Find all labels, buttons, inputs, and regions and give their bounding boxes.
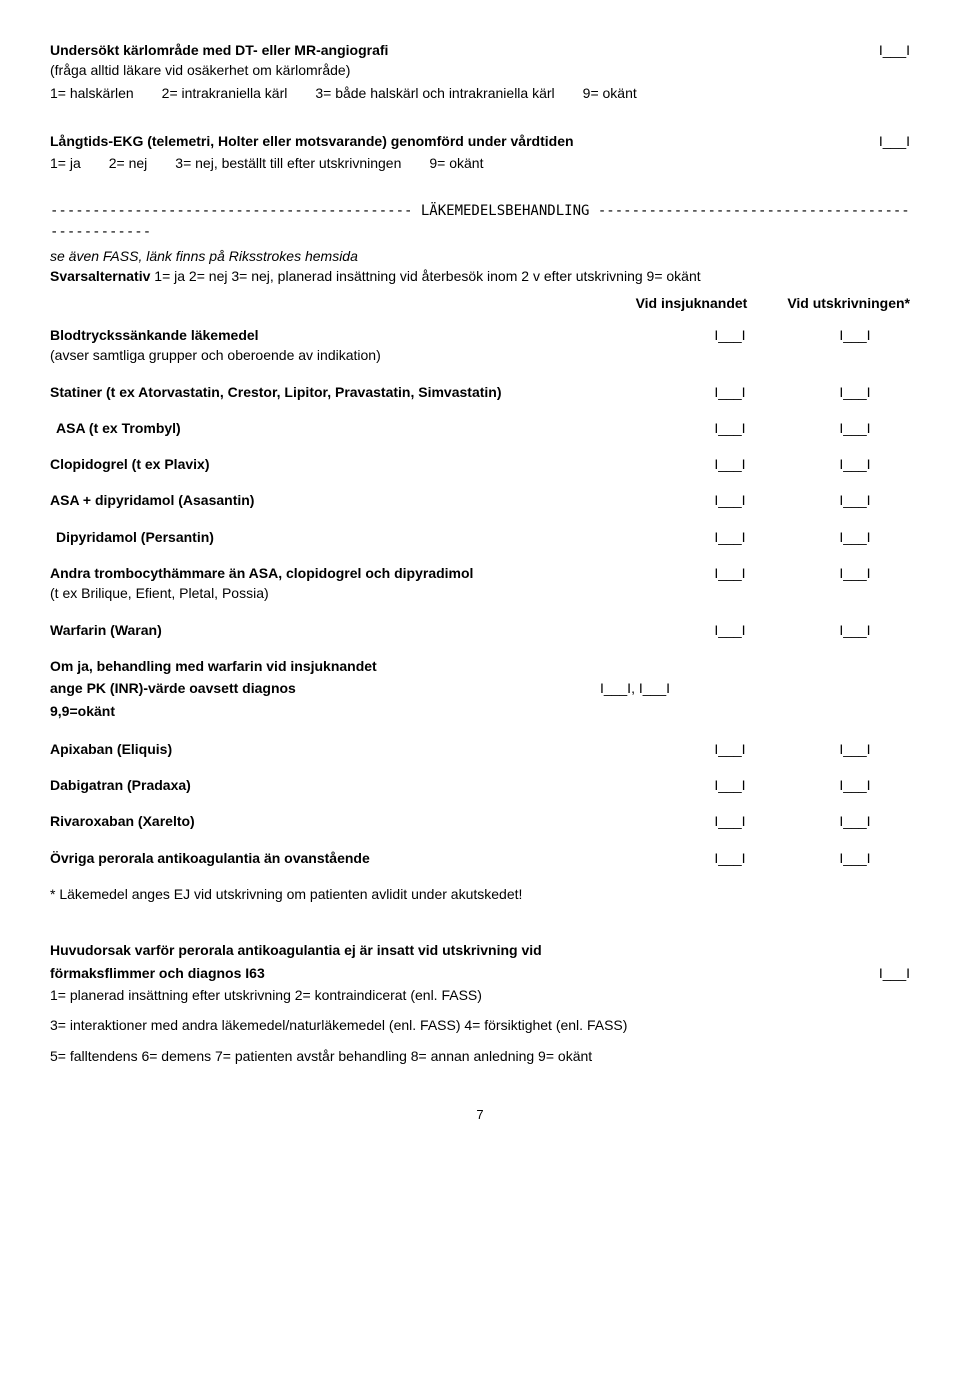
huvudorsak-line2: förmaksflimmer och diagnos I63	[50, 963, 265, 983]
medication-row: Dipyridamol (Persantin)I___II___I	[50, 527, 910, 547]
medication-label: Blodtryckssänkande läkemedel(avser samtl…	[50, 325, 660, 366]
medication-row: Statiner (t ex Atorvastatin, Crestor, Li…	[50, 382, 910, 402]
q2-title: Långtids-EKG (telemetri, Holter eller mo…	[50, 133, 574, 149]
medication-name: ASA (t ex Trombyl)	[56, 418, 660, 438]
medication-row: Blodtryckssänkande läkemedel(avser samtl…	[50, 325, 910, 366]
medication-value-insjuknandet[interactable]: I___I	[660, 527, 800, 547]
medication-sub: (avser samtliga grupper och oberoende av…	[50, 345, 660, 365]
medication-name: Apixaban (Eliquis)	[50, 739, 660, 759]
medication-name: Statiner (t ex Atorvastatin, Crestor, Li…	[50, 382, 660, 402]
pk-line2: ange PK (INR)-värde oavsett diagnos	[50, 678, 296, 698]
huvudorsak-opt1: 1= planerad insättning efter utskrivning…	[50, 985, 910, 1005]
medication-value-utskrivningen[interactable]: I___I	[800, 811, 910, 831]
question-ekg: Långtids-EKG (telemetri, Holter eller mo…	[50, 131, 910, 174]
pk-blank[interactable]: I___I, I___I	[600, 678, 910, 698]
medications-list: Blodtryckssänkande läkemedel(avser samtl…	[50, 325, 910, 640]
medication-name: Clopidogrel (t ex Plavix)	[50, 454, 660, 474]
medication-value-utskrivningen[interactable]: I___I	[800, 490, 910, 510]
huvudorsak-opt3: 5= falltendens 6= demens 7= patienten av…	[50, 1046, 910, 1066]
medication-value-utskrivningen[interactable]: I___I	[800, 454, 910, 474]
medication-label: Rivaroxaban (Xarelto)	[50, 811, 660, 831]
pk-block: Om ja, behandling med warfarin vid insju…	[50, 656, 910, 721]
medication-value-utskrivningen[interactable]: I___I	[800, 848, 910, 868]
huvudorsak-opt2: 3= interaktioner med andra läkemedel/nat…	[50, 1015, 910, 1035]
medication-row: ASA + dipyridamol (Asasantin)I___II___I	[50, 490, 910, 510]
medication-row: Apixaban (Eliquis)I___II___I	[50, 739, 910, 759]
star-note: * Läkemedel anges EJ vid utskrivning om …	[50, 884, 910, 904]
medication-value-insjuknandet[interactable]: I___I	[660, 620, 800, 640]
medication-name: Dabigatran (Pradaxa)	[50, 775, 660, 795]
medication-value-utskrivningen[interactable]: I___I	[800, 563, 910, 604]
q1-title: Undersökt kärlområde med DT- eller MR-an…	[50, 40, 388, 60]
medication-value-insjuknandet[interactable]: I___I	[660, 811, 800, 831]
q2-blank[interactable]: I___I	[879, 131, 910, 151]
medication-value-insjuknandet[interactable]: I___I	[660, 325, 800, 366]
pk-line1: Om ja, behandling med warfarin vid insju…	[50, 656, 910, 676]
medication-row: Clopidogrel (t ex Plavix)I___II___I	[50, 454, 910, 474]
medication-name: Rivaroxaban (Xarelto)	[50, 811, 660, 831]
q1-options: 1= halskärlen 2= intrakraniella kärl 3= …	[50, 83, 910, 103]
medication-name: Dipyridamol (Persantin)	[56, 527, 660, 547]
medication-label: Warfarin (Waran)	[50, 620, 660, 640]
medication-value-insjuknandet[interactable]: I___I	[660, 775, 800, 795]
medication-value-utskrivningen[interactable]: I___I	[800, 775, 910, 795]
medication-label: ASA + dipyridamol (Asasantin)	[50, 490, 660, 510]
medication-name: Andra trombocythämmare än ASA, clopidogr…	[50, 563, 660, 583]
medication-sub: (t ex Brilique, Efient, Pletal, Possia)	[50, 583, 660, 603]
q2-options: 1= ja 2= nej 3= nej, beställt till efter…	[50, 153, 910, 173]
medication-label: Clopidogrel (t ex Plavix)	[50, 454, 660, 474]
medication-name: Warfarin (Waran)	[50, 620, 660, 640]
medication-row: Andra trombocythämmare än ASA, clopidogr…	[50, 563, 910, 604]
question-karlomrade: Undersökt kärlområde med DT- eller MR-an…	[50, 40, 910, 103]
section-divider: ----------------------------------------…	[50, 201, 910, 242]
medication-row: Warfarin (Waran)I___II___I	[50, 620, 910, 640]
medication-value-insjuknandet[interactable]: I___I	[660, 490, 800, 510]
medications-list-2: Apixaban (Eliquis)I___II___IDabigatran (…	[50, 739, 910, 868]
huvudorsak-line1: Huvudorsak varför perorala antikoagulant…	[50, 940, 910, 960]
huvudorsak-blank[interactable]: I___I	[879, 963, 910, 983]
fass-note: se även FASS, länk finns på Riksstrokes …	[50, 246, 910, 266]
medication-row: Rivaroxaban (Xarelto)I___II___I	[50, 811, 910, 831]
medication-value-utskrivningen[interactable]: I___I	[800, 382, 910, 402]
medication-value-utskrivningen[interactable]: I___I	[800, 325, 910, 366]
medication-name: ASA + dipyridamol (Asasantin)	[50, 490, 660, 510]
svarsalternativ-line: Svarsalternativ 1= ja 2= nej 3= nej, pla…	[50, 266, 910, 286]
medication-label: Dipyridamol (Persantin)	[50, 527, 660, 547]
col-header-insjuknandet: Vid insjuknandet	[636, 293, 748, 313]
medication-name: Övriga perorala antikoagulantia än ovans…	[50, 848, 660, 868]
medication-label: Statiner (t ex Atorvastatin, Crestor, Li…	[50, 382, 660, 402]
medication-value-utskrivningen[interactable]: I___I	[800, 418, 910, 438]
medication-value-utskrivningen[interactable]: I___I	[800, 739, 910, 759]
medication-value-utskrivningen[interactable]: I___I	[800, 620, 910, 640]
q1-sub: (fråga alltid läkare vid osäkerhet om kä…	[50, 60, 388, 80]
medication-label: Andra trombocythämmare än ASA, clopidogr…	[50, 563, 660, 604]
column-headers: Vid insjuknandet Vid utskrivningen*	[50, 293, 910, 313]
col-header-utskrivningen: Vid utskrivningen*	[787, 293, 910, 313]
medication-name: Blodtryckssänkande läkemedel	[50, 325, 660, 345]
medication-label: ASA (t ex Trombyl)	[50, 418, 660, 438]
medication-value-insjuknandet[interactable]: I___I	[660, 454, 800, 474]
huvudorsak-block: Huvudorsak varför perorala antikoagulant…	[50, 940, 910, 1065]
medication-label: Övriga perorala antikoagulantia än ovans…	[50, 848, 660, 868]
medication-value-insjuknandet[interactable]: I___I	[660, 563, 800, 604]
medication-row: ASA (t ex Trombyl)I___II___I	[50, 418, 910, 438]
medication-value-insjuknandet[interactable]: I___I	[660, 382, 800, 402]
medication-label: Dabigatran (Pradaxa)	[50, 775, 660, 795]
pk-line3: 9,9=okänt	[50, 701, 910, 721]
medication-row: Övriga perorala antikoagulantia än ovans…	[50, 848, 910, 868]
q1-blank[interactable]: I___I	[879, 40, 910, 60]
medication-row: Dabigatran (Pradaxa)I___II___I	[50, 775, 910, 795]
page-number: 7	[50, 1106, 910, 1125]
medication-value-insjuknandet[interactable]: I___I	[660, 848, 800, 868]
medication-value-insjuknandet[interactable]: I___I	[660, 739, 800, 759]
medication-label: Apixaban (Eliquis)	[50, 739, 660, 759]
medication-value-utskrivningen[interactable]: I___I	[800, 527, 910, 547]
medication-value-insjuknandet[interactable]: I___I	[660, 418, 800, 438]
